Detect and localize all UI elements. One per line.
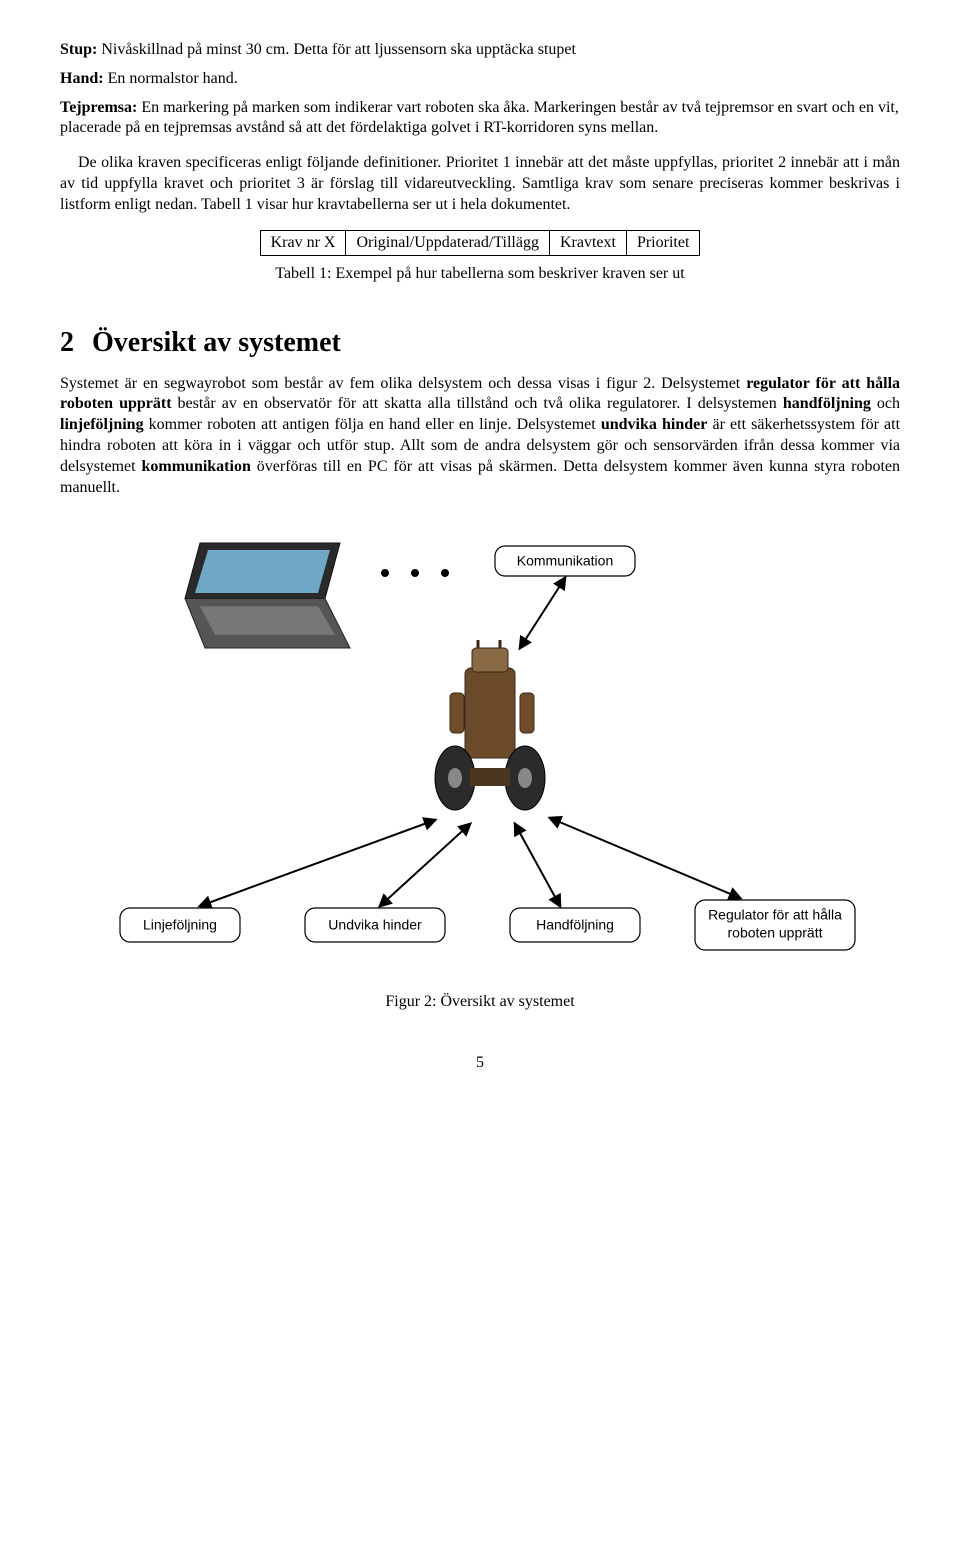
table-row: Krav nr X Original/Uppdaterad/Tillägg Kr… <box>260 230 700 256</box>
definition-text: En normalstor hand. <box>108 70 238 87</box>
svg-text:Linjeföljning: Linjeföljning <box>143 917 217 933</box>
definition-item: Hand: En normalstor hand. <box>60 69 900 90</box>
paragraph: De olika kraven specificeras enligt följ… <box>60 153 900 215</box>
figure-svg: Kommunikation Linjeföljning Undvika hinder… <box>100 528 860 968</box>
section-number: 2 <box>60 327 74 358</box>
svg-text:Handföljning: Handföljning <box>536 917 614 933</box>
definition-label: Tejpremsa: <box>60 99 137 116</box>
definition-text: Nivåskillnad på minst 30 cm. Detta för a… <box>101 41 576 58</box>
definition-text: En markering på marken som indikerar var… <box>60 99 899 137</box>
definition-label: Stup: <box>60 41 97 58</box>
table-cell: Kravtext <box>549 230 626 256</box>
svg-text:roboten upprätt: roboten upprätt <box>728 925 823 941</box>
table-cell: Prioritet <box>626 230 699 256</box>
definition-item: Tejpremsa: En markering på marken som in… <box>60 98 900 140</box>
paragraph: Systemet är en segwayrobot som består av… <box>60 374 900 499</box>
section-title: Översikt av systemet <box>92 327 341 358</box>
table-caption: Tabell 1: Exempel på hur tabellerna som … <box>60 264 900 285</box>
definition-label: Hand: <box>60 70 104 87</box>
table-cell: Krav nr X <box>260 230 346 256</box>
section-heading: 2 Översikt av systemet <box>60 325 900 361</box>
table-cell: Original/Uppdaterad/Tillägg <box>346 230 550 256</box>
svg-text:Regulator för att hålla: Regulator för att hålla <box>708 907 842 923</box>
svg-text:Kommunikation: Kommunikation <box>517 553 614 569</box>
krav-table: Krav nr X Original/Uppdaterad/Tillägg Kr… <box>260 230 701 257</box>
system-figure: Kommunikation Linjeföljning Undvika hinder… <box>100 528 860 1013</box>
svg-text:Undvika hinder: Undvika hinder <box>328 917 422 933</box>
definition-item: Stup: Nivåskillnad på minst 30 cm. Detta… <box>60 40 900 61</box>
page-number: 5 <box>60 1053 900 1074</box>
figure-caption: Figur 2: Översikt av systemet <box>100 992 860 1013</box>
definition-list: Stup: Nivåskillnad på minst 30 cm. Detta… <box>60 40 900 139</box>
krav-table-wrap: Krav nr X Original/Uppdaterad/Tillägg Kr… <box>60 230 900 257</box>
